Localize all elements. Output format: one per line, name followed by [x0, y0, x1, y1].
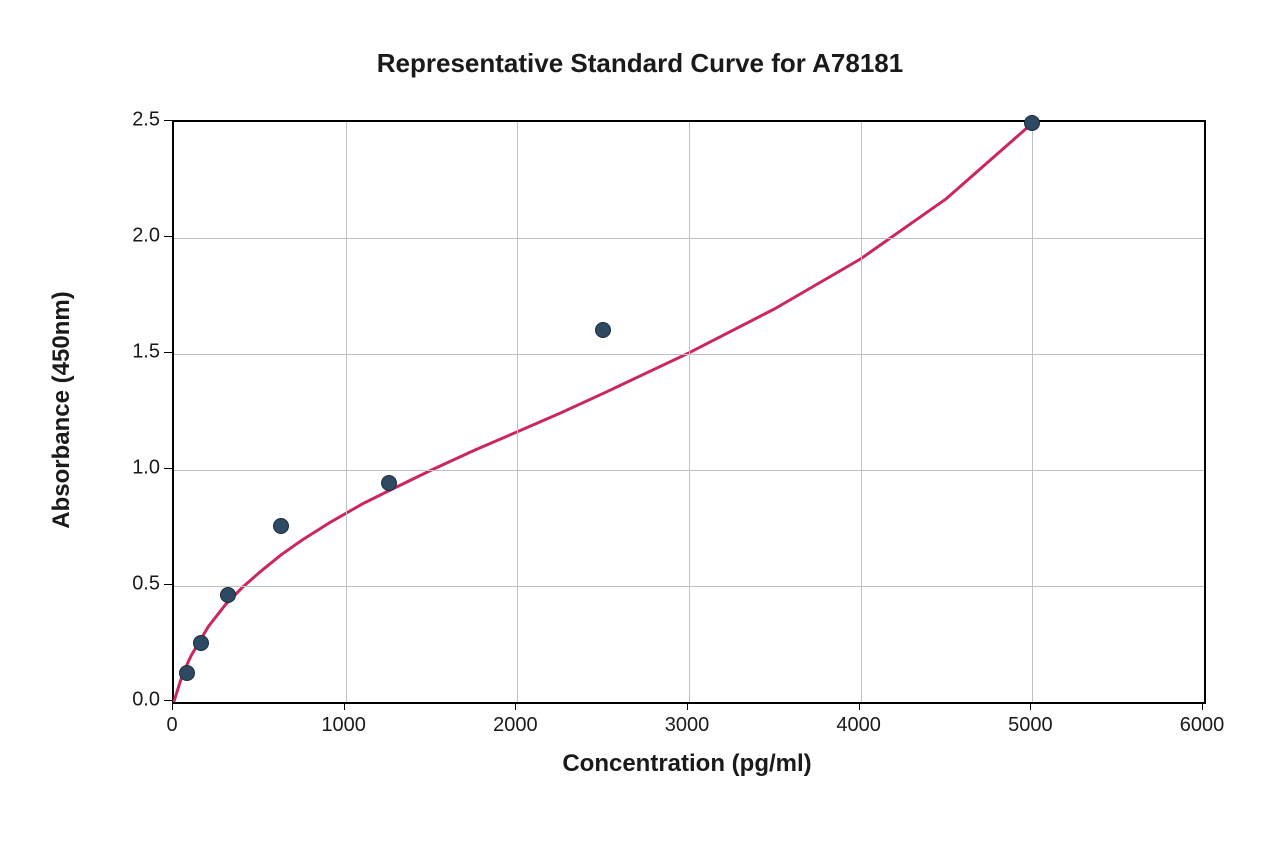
ytick-label: 1.5 [122, 341, 160, 364]
ytick-mark [164, 584, 172, 585]
plot-area [172, 120, 1206, 704]
xtick-mark [344, 702, 345, 710]
grid-line-vertical [689, 122, 690, 702]
xtick-label: 0 [166, 714, 177, 737]
grid-line-horizontal [174, 586, 1204, 587]
data-point [273, 518, 289, 534]
data-point [595, 322, 611, 338]
chart-container: Representative Standard Curve for A78181… [0, 0, 1280, 845]
xtick-mark [1030, 702, 1031, 710]
ytick-mark [164, 236, 172, 237]
xtick-mark [687, 702, 688, 710]
data-point [1024, 115, 1040, 131]
x-axis-label: Concentration (pg/ml) [562, 750, 811, 778]
xtick-mark [1202, 702, 1203, 710]
grid-line-vertical [346, 122, 347, 702]
fit-curve-path [174, 123, 1032, 701]
ytick-mark [164, 468, 172, 469]
data-point [381, 475, 397, 491]
grid-line-vertical [861, 122, 862, 702]
xtick-label: 1000 [321, 714, 366, 737]
ytick-label: 1.0 [122, 457, 160, 480]
data-point [220, 587, 236, 603]
ytick-mark [164, 700, 172, 701]
grid-line-horizontal [174, 470, 1204, 471]
ytick-label: 2.0 [122, 225, 160, 248]
y-axis-label: Absorbance (450nm) [48, 291, 76, 528]
xtick-label: 4000 [836, 714, 881, 737]
xtick-label: 5000 [1008, 714, 1053, 737]
ytick-label: 0.5 [122, 573, 160, 596]
xtick-mark [515, 702, 516, 710]
ytick-label: 2.5 [122, 109, 160, 132]
ytick-label: 0.0 [122, 689, 160, 712]
data-point [193, 635, 209, 651]
xtick-label: 3000 [665, 714, 710, 737]
grid-line-horizontal [174, 238, 1204, 239]
xtick-mark [859, 702, 860, 710]
grid-line-vertical [1032, 122, 1033, 702]
xtick-mark [172, 702, 173, 710]
ytick-mark [164, 120, 172, 121]
grid-line-horizontal [174, 354, 1204, 355]
xtick-label: 2000 [493, 714, 538, 737]
grid-line-vertical [517, 122, 518, 702]
chart-title: Representative Standard Curve for A78181 [0, 48, 1280, 79]
xtick-label: 6000 [1180, 714, 1225, 737]
data-point [179, 665, 195, 681]
ytick-mark [164, 352, 172, 353]
